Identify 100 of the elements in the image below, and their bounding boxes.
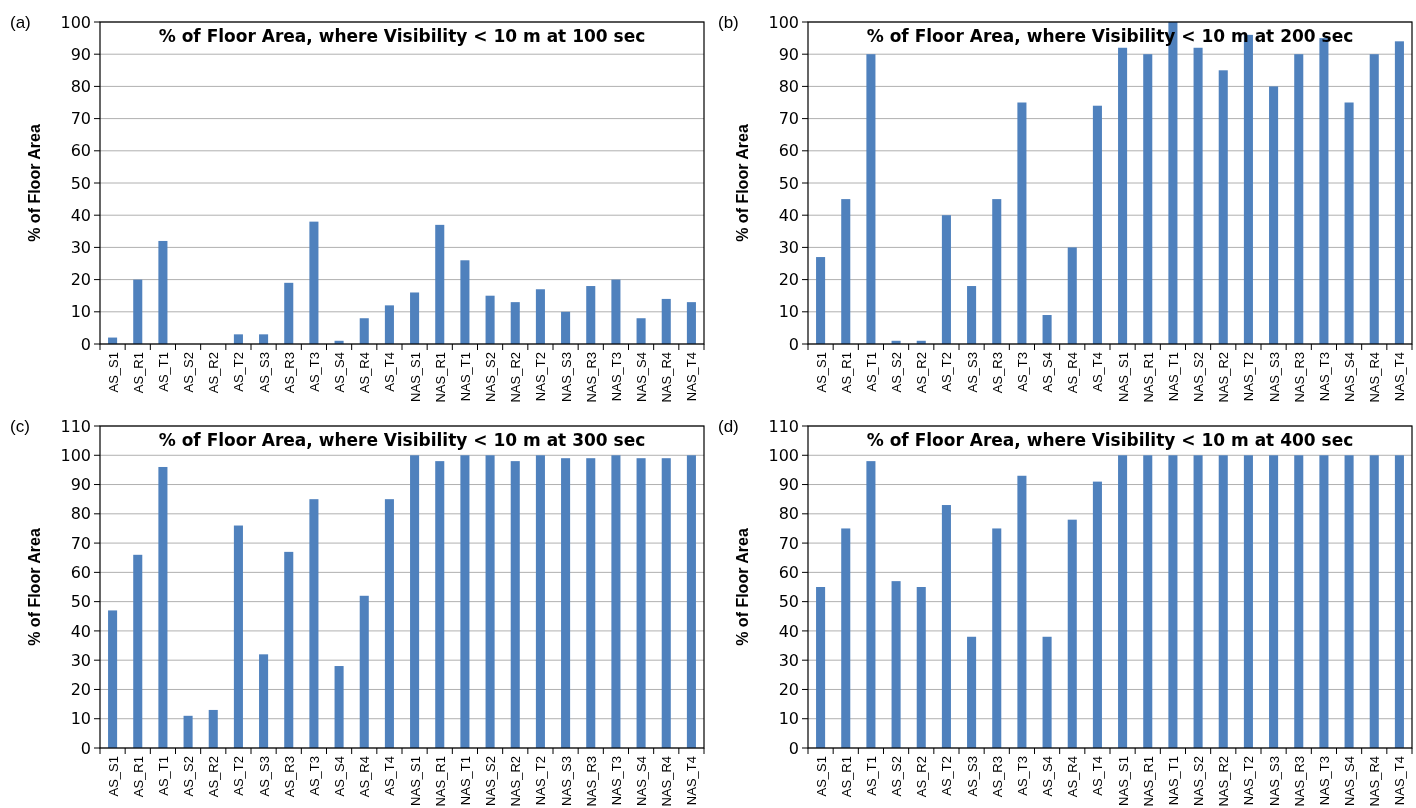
bar: [284, 282, 294, 344]
bar: [233, 525, 243, 748]
x-tick-label: NAS_R2: [1216, 352, 1232, 403]
x-tick-label: NAS_S3: [1266, 352, 1282, 402]
x-tick-label: AS_R4: [1065, 756, 1081, 798]
x-tick-label: NAS_R4: [1367, 352, 1383, 403]
bar: [1067, 519, 1077, 748]
x-tick-label: AS_T3: [1014, 756, 1030, 796]
y-tick-label: 0: [788, 334, 799, 354]
bar: [1118, 455, 1128, 748]
bar: [1193, 455, 1203, 748]
y-tick-label: 10: [778, 302, 799, 322]
bar: [510, 302, 520, 344]
x-tick-label: NAS_R4: [1367, 756, 1383, 807]
y-tick-label: 10: [70, 302, 91, 322]
x-tick-label: AS_R4: [357, 756, 373, 798]
x-tick-label: NAS_S4: [634, 352, 650, 402]
x-tick-label: NAS_R1: [1140, 352, 1156, 403]
x-tick-label: AS_R1: [838, 756, 854, 798]
x-tick-label: NAS_T2: [1241, 756, 1257, 806]
x-tick-label: NAS_R4: [659, 352, 675, 403]
y-tick-label: 90: [778, 475, 799, 495]
bar: [334, 666, 344, 748]
y-tick-label: 30: [70, 650, 91, 670]
y-tick-label: 50: [778, 592, 799, 612]
y-tick-label: 20: [778, 680, 799, 700]
y-tick-label: 60: [70, 562, 91, 582]
x-tick-label: AS_R4: [357, 352, 373, 394]
x-tick-label: AS_T2: [231, 756, 247, 796]
x-tick-label: NAS_R4: [659, 756, 675, 807]
bar: [992, 199, 1002, 344]
x-tick-label: AS_R3: [281, 352, 297, 394]
x-tick-label: NAS_S1: [1115, 352, 1131, 402]
bar: [967, 286, 977, 344]
x-tick-label: AS_S3: [256, 756, 272, 797]
bar: [535, 289, 545, 344]
x-tick-label: AS_T4: [382, 756, 398, 796]
x-tick-label: AS_S1: [813, 756, 829, 797]
x-tick-label: NAS_T4: [1392, 756, 1408, 806]
x-tick-label: AS_S4: [1040, 756, 1056, 797]
bar: [208, 709, 218, 748]
x-tick-label: AS_S2: [889, 756, 905, 797]
bar: [259, 654, 269, 748]
y-tick-label: 110: [60, 416, 91, 436]
x-tick-label: AS_S4: [332, 756, 348, 797]
x-tick-label: AS_T3: [306, 352, 322, 392]
bar: [866, 461, 876, 748]
bar: [992, 528, 1002, 748]
bar: [816, 257, 826, 344]
bar: [284, 551, 294, 748]
y-tick-label: 30: [778, 238, 799, 257]
bar: [586, 286, 596, 344]
x-tick-label: NAS_S2: [483, 352, 499, 402]
bar: [967, 636, 977, 748]
y-tick-label: 50: [70, 173, 91, 193]
bar: [309, 499, 319, 748]
x-tick-label: NAS_R3: [583, 756, 599, 807]
bar: [586, 458, 596, 748]
x-tick-label: NAS_T4: [1392, 352, 1408, 402]
x-tick-label: NAS_R2: [508, 352, 524, 403]
x-tick-label: NAS_S4: [634, 756, 650, 806]
text: (a): [10, 13, 31, 32]
bar: [133, 279, 143, 344]
x-tick-label: NAS_T2: [533, 756, 549, 806]
y-tick-label: 0: [80, 738, 91, 758]
x-tick-label: NAS_S3: [1266, 756, 1282, 806]
chart-title: % of Floor Area, where Visibility < 10 m at 100 sec: [158, 26, 646, 46]
bar: [485, 455, 495, 748]
bar: [841, 528, 851, 748]
bar: [1344, 102, 1354, 344]
bar: [1017, 102, 1027, 344]
x-tick-label: AS_S4: [332, 352, 348, 393]
bar: [1042, 315, 1052, 344]
bar: [1294, 455, 1304, 748]
x-tick-label: AS_S1: [105, 352, 121, 393]
bar: [661, 298, 671, 344]
x-tick-label: NAS_R1: [432, 756, 448, 807]
y-tick-label: 0: [80, 334, 91, 354]
y-tick-label: 100: [768, 445, 799, 465]
x-tick-label: AS_T3: [1014, 352, 1030, 392]
x-tick-label: AS_T2: [231, 352, 247, 392]
x-tick-label: AS_T1: [155, 756, 171, 796]
x-tick-label: AS_S3: [256, 352, 272, 393]
x-tick-label: AS_S2: [181, 756, 197, 797]
bar: [941, 215, 951, 344]
x-tick-label: AS_S1: [813, 352, 829, 393]
bar: [460, 455, 470, 748]
x-tick-label: AS_S2: [889, 352, 905, 393]
x-tick-label: NAS_S4: [1342, 352, 1358, 402]
x-tick-label: NAS_T2: [533, 352, 549, 402]
x-tick-label: AS_T1: [155, 352, 171, 392]
y-tick-label: 50: [778, 173, 799, 193]
x-tick-label: NAS_R2: [508, 756, 524, 807]
y-tick-label: 80: [70, 504, 91, 524]
bar: [359, 318, 369, 344]
bar: [384, 499, 394, 748]
x-tick-label: AS_R2: [914, 352, 930, 394]
x-tick-label: NAS_T3: [608, 756, 624, 806]
y-tick-label: 40: [70, 205, 91, 225]
x-tick-label: AS_T4: [1090, 756, 1106, 796]
